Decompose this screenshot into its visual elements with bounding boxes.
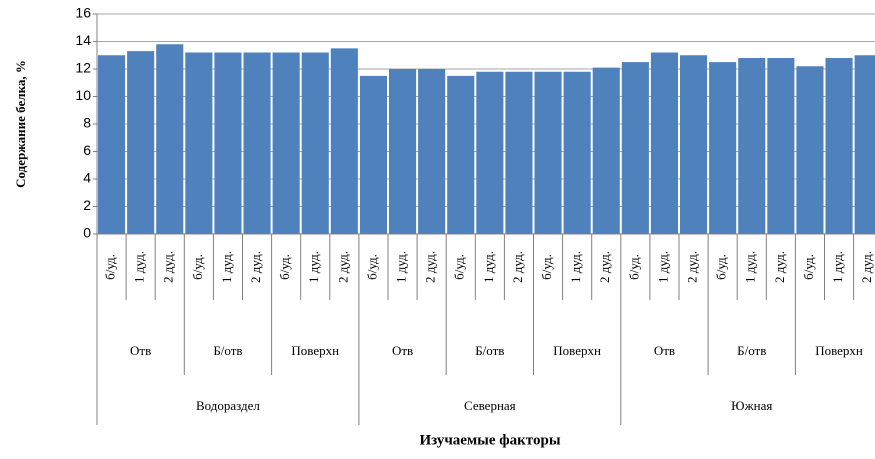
x-tick-label: 2 дуд. <box>597 251 612 283</box>
bar <box>709 62 737 234</box>
bar <box>592 67 620 234</box>
x-tick-label: 2 дуд. <box>248 251 263 283</box>
y-tick-label: 6 <box>83 142 91 158</box>
x-tick-label: б/уд. <box>452 254 467 280</box>
bar <box>505 71 533 234</box>
bar <box>98 55 126 234</box>
x-tick-label: б/уд. <box>626 254 641 280</box>
x-tick-label: б/уд. <box>190 254 205 280</box>
x-tick-label: 1 дуд. <box>830 251 845 283</box>
x-tick-label: б/уд. <box>364 254 379 280</box>
bar <box>447 75 475 234</box>
bar <box>418 69 446 234</box>
x-axis-title: Изучаемые факторы <box>419 432 560 448</box>
x-tick-label: 2 дуд. <box>685 251 700 283</box>
x-tick-label: б/уд. <box>103 254 118 280</box>
y-tick-label: 16 <box>75 5 91 21</box>
x-tick-label: б/уд. <box>801 254 816 280</box>
bar <box>767 58 795 234</box>
bar <box>389 69 417 234</box>
bar <box>796 66 824 234</box>
x-tick-label: б/уд. <box>277 254 292 280</box>
x-tick-label: 1 дуд. <box>306 251 321 283</box>
x-tick-label: 1 дуд. <box>655 251 670 283</box>
x-tick-label: б/уд. <box>539 254 554 280</box>
bar <box>243 52 271 234</box>
x-tick-label: 2 дуд. <box>161 251 176 283</box>
subgroup-label: Б/отв <box>213 343 242 358</box>
subgroup-label: Поверхн <box>815 343 863 358</box>
subgroup-label: Отв <box>392 343 413 358</box>
bar <box>738 58 766 234</box>
x-tick-label: 1 дуд. <box>394 251 409 283</box>
bar <box>534 71 562 234</box>
x-tick-label: 1 дуд. <box>568 251 583 283</box>
bar <box>214 52 242 234</box>
bar <box>127 51 155 234</box>
y-axis-title: Содержание белка, % <box>13 60 28 188</box>
bar <box>563 71 591 234</box>
y-tick-label: 2 <box>83 197 91 213</box>
bar <box>476 71 504 234</box>
group-label: Водораздел <box>196 398 260 413</box>
bar <box>680 55 708 234</box>
x-tick-label: б/уд. <box>714 254 729 280</box>
y-tick-label: 12 <box>75 60 91 76</box>
bar <box>185 52 213 234</box>
bar <box>359 75 387 234</box>
bar <box>272 52 300 234</box>
bar <box>330 48 358 234</box>
x-tick-label: 2 дуд. <box>859 251 874 283</box>
subgroup-label: Отв <box>130 343 151 358</box>
x-tick-label: 2 дуд. <box>423 251 438 283</box>
bar <box>650 52 678 234</box>
subgroup-label: Отв <box>654 343 675 358</box>
x-tick-label: 1 дуд. <box>743 251 758 283</box>
x-tick-label: 1 дуд. <box>132 251 147 283</box>
x-tick-label: 2 дуд. <box>772 251 787 283</box>
bar <box>854 55 875 234</box>
x-tick-label: 1 дуд. <box>481 251 496 283</box>
subgroup-label: Б/отв <box>475 343 504 358</box>
subgroup-label: Поверхн <box>553 343 601 358</box>
y-tick-label: 10 <box>75 87 91 103</box>
x-tick-label: 2 дуд. <box>510 251 525 283</box>
bar <box>301 52 329 234</box>
y-tick-label: 4 <box>83 170 91 186</box>
bar <box>825 58 853 234</box>
group-label: Южная <box>731 398 772 413</box>
group-label: Северная <box>464 398 516 413</box>
bar <box>156 44 184 234</box>
y-tick-label: 8 <box>83 115 91 131</box>
y-tick-label: 14 <box>75 32 91 48</box>
subgroup-label: Поверхн <box>291 343 339 358</box>
subgroup-label: Б/отв <box>737 343 766 358</box>
x-tick-label: 2 дуд. <box>335 251 350 283</box>
y-tick-label: 0 <box>83 225 91 241</box>
x-tick-label: 1 дуд. <box>219 251 234 283</box>
bar <box>621 62 649 234</box>
